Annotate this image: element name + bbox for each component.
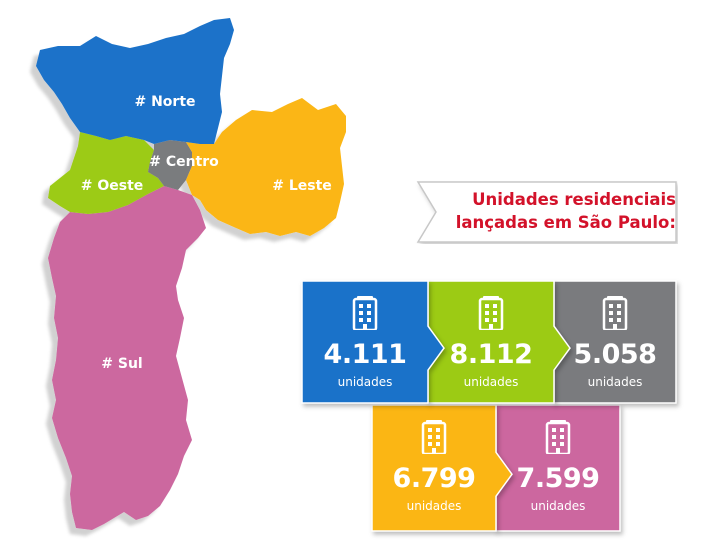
building-icon: [545, 420, 571, 454]
title-box: [416, 181, 677, 243]
label-leste: # Leste: [272, 178, 332, 194]
region-norte[interactable]: [36, 18, 234, 144]
building-icon: [478, 296, 504, 330]
tile-value: 8.112: [449, 339, 533, 370]
title-line-1: Unidades residenciais: [472, 190, 676, 209]
region-leste[interactable]: [186, 98, 346, 236]
tile-norte: 4.111 unidades: [301, 280, 445, 404]
label-centro: # Centro: [149, 154, 219, 170]
tile-unit: unidades: [587, 375, 643, 389]
tile-background: [427, 280, 571, 404]
building-icon: [352, 296, 378, 330]
tile-background: [371, 404, 513, 532]
tile-unit: unidades: [406, 499, 462, 513]
region-centro[interactable]: [148, 140, 192, 190]
building-icon: [421, 420, 447, 454]
region-sul[interactable]: [48, 186, 206, 530]
tile-background: [301, 280, 445, 404]
tile-value: 6.799: [392, 463, 476, 494]
building-icon: [602, 296, 628, 330]
tile-centro: 5.058 unidades: [553, 280, 677, 404]
label-norte: # Norte: [134, 94, 195, 110]
label-sul: # Sul: [101, 356, 142, 372]
label-oeste: # Oeste: [81, 178, 144, 194]
tile-unit: unidades: [337, 375, 393, 389]
tile-value: 5.058: [573, 339, 657, 370]
tile-value: 4.111: [323, 339, 407, 370]
tile-unit: unidades: [530, 499, 586, 513]
tile-unit: unidades: [463, 375, 519, 389]
tile-sul: 7.599 unidades: [495, 404, 621, 532]
chart-title: Unidades residenciais lançadas em São Pa…: [440, 188, 676, 234]
tile-value: 7.599: [516, 463, 600, 494]
title-line-2: lançadas em São Paulo:: [455, 213, 676, 232]
region-oeste[interactable]: [48, 132, 164, 214]
tile-oeste: 8.112 unidades: [427, 280, 571, 404]
tile-leste: 6.799 unidades: [371, 404, 513, 532]
